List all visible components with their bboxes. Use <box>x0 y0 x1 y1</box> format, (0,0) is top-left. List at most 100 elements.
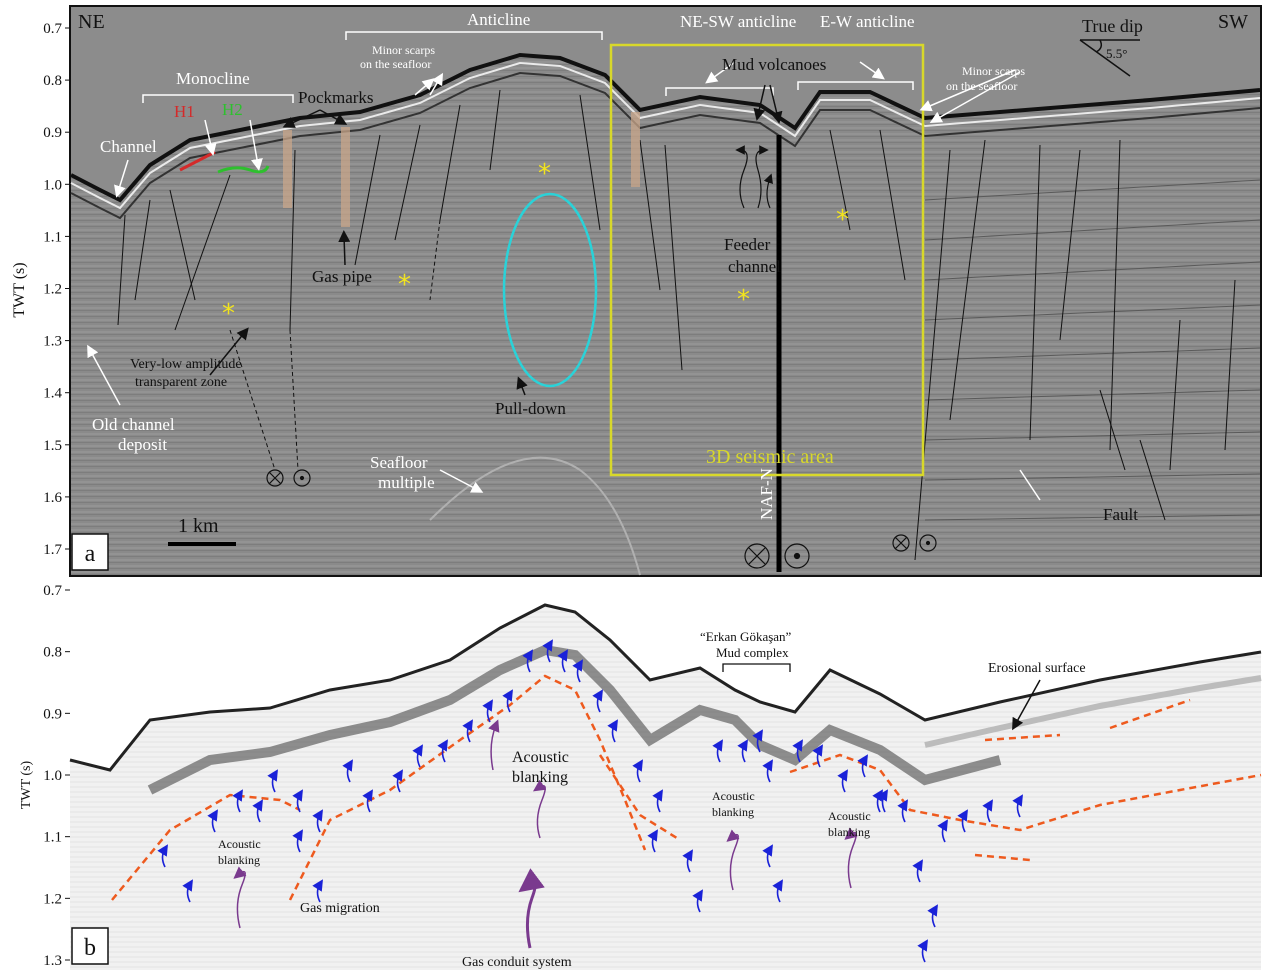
panel-b-seafloor <box>69 603 1262 772</box>
svg-text:*: * <box>538 159 551 189</box>
corner-sw: SW <box>1218 11 1248 33</box>
seafloor-multiple <box>429 456 641 576</box>
asterisks: * * * * * <box>222 159 849 329</box>
label-mud-complex-1: “Erkan Gökaşan” <box>700 629 792 644</box>
label-mud-complex-2: Mud complex <box>716 645 789 660</box>
panel-b-seismic-body <box>70 605 1261 970</box>
gas-arrow <box>937 819 948 843</box>
panel-b: b TWT (s) 0.7 0.8 0.9 1.0 1.1 1.2 1.3 “Erkan G… <box>19 582 1262 970</box>
gas-arrow <box>927 904 938 928</box>
label-mud-volcanoes: Mud volcanoes <box>722 55 826 74</box>
tick-label: 0.8 <box>43 73 62 89</box>
tick-label: 0.7 <box>43 21 62 37</box>
label-acoustic-mid-1: Acoustic <box>712 789 755 803</box>
gas-arrow <box>877 789 888 813</box>
label-minor-scarps-left-2: on the seafloor <box>360 57 431 71</box>
tick-label: 1.5 <box>43 438 62 454</box>
gas-arrow <box>762 844 773 868</box>
gas-arrow <box>1012 794 1023 818</box>
gas-arrow <box>292 789 303 813</box>
panel-b-letter: b <box>84 935 96 961</box>
seafloor-reflector-3 <box>70 71 1261 220</box>
gas-arrow <box>362 789 373 813</box>
panel-a-letter-box <box>71 533 109 571</box>
true-dip-symbol <box>1079 39 1140 77</box>
gas-arrow <box>872 789 883 813</box>
label-h1: H1 <box>174 102 195 121</box>
gas-arrow <box>412 744 423 768</box>
true-dip-title: True dip <box>1082 16 1143 36</box>
label-h2: H2 <box>222 100 243 119</box>
label-minor-scarps-right-1: Minor scarps <box>962 64 1025 78</box>
tick-label: 1.7 <box>43 542 62 558</box>
label-gas-conduit: Gas conduit system <box>462 955 572 970</box>
label-channel: Channel <box>100 137 157 156</box>
gas-arrow <box>502 689 513 713</box>
label-acoustic-right-2: blanking <box>828 825 870 839</box>
panel-b-axis-label: TWT (s) <box>19 760 34 809</box>
gas-arrow <box>592 689 603 713</box>
corner-ne: NE <box>78 11 105 33</box>
tick-label: 1.3 <box>43 334 62 350</box>
panel-a-ticks: 0.7 0.8 0.9 1.0 1.1 1.2 1.3 1.4 1.5 1.6 1.7 <box>43 21 70 558</box>
label-minor-scarps-left-1: Minor scarps <box>372 43 435 57</box>
gas-arrow <box>157 844 168 868</box>
panel-a-axis-label: TWT (s) <box>11 262 28 317</box>
label-ne-sw-anticline: NE-SW anticline <box>680 12 796 31</box>
gas-arrow <box>762 759 773 783</box>
label-gas-pipe: Gas pipe <box>312 267 372 286</box>
gas-arrow <box>557 649 568 673</box>
tick-label: 1.1 <box>43 830 62 846</box>
gas-arrow <box>792 739 803 763</box>
tick-label: 1.0 <box>43 177 62 193</box>
gas-arrow <box>772 879 783 903</box>
label-feeder-2: channel <box>728 257 781 276</box>
gas-arrow <box>917 939 928 963</box>
tick-label: 1.2 <box>43 282 62 298</box>
label-pockmarks: Pockmarks <box>298 88 374 107</box>
gas-arrow <box>712 739 723 763</box>
panel-b-letter-box <box>71 927 109 965</box>
gas-arrow <box>312 879 323 903</box>
gas-arrow <box>312 809 323 833</box>
panel-b-dark-band <box>147 644 1002 795</box>
pointer-arrows <box>87 61 1041 501</box>
faults <box>117 89 1236 561</box>
tick-label: 0.9 <box>43 706 62 722</box>
gas-arrow <box>607 719 618 743</box>
svg-text:*: * <box>222 299 235 329</box>
gas-arrow <box>207 809 218 833</box>
brackets <box>142 31 914 103</box>
gas-migration-arrows <box>157 639 1023 963</box>
pull-down-ellipse <box>502 192 598 388</box>
gas-arrow <box>462 719 473 743</box>
gas-arrow <box>957 809 968 833</box>
gas-arrow <box>437 739 448 763</box>
svg-text:*: * <box>398 270 411 300</box>
label-acoustic-mid-2: blanking <box>712 805 754 819</box>
tick-label: 1.2 <box>43 891 62 907</box>
gas-arrow <box>912 859 923 883</box>
gas-arrow <box>647 829 658 853</box>
label-pull-down: Pull-down <box>495 399 566 418</box>
scale-bar-label: 1 km <box>178 515 219 537</box>
label-very-low-2: transparent zone <box>135 375 227 390</box>
panel-b-layer-2 <box>924 675 1262 748</box>
gas-arrow <box>252 799 263 823</box>
purple-arrows <box>233 719 858 949</box>
gas-pipe-1 <box>283 130 292 208</box>
gas-arrow <box>982 799 993 823</box>
label-erosional-surface: Erosional surface <box>988 661 1086 676</box>
true-dip-angle: 5.5° <box>1106 46 1127 61</box>
label-seafloor-multiple-1: Seafloor <box>370 453 428 472</box>
tick-label: 0.9 <box>43 125 62 141</box>
svg-text:*: * <box>737 285 750 315</box>
label-minor-scarps-right-2: on the seafloor <box>946 79 1017 93</box>
label-old-channel-1: Old channel <box>92 415 175 434</box>
gas-arrow <box>632 759 643 783</box>
mud-complex-bracket <box>722 663 791 672</box>
strike-slip-symbols <box>266 469 937 569</box>
tick-label: 1.6 <box>43 490 62 506</box>
gas-arrow <box>857 754 868 778</box>
